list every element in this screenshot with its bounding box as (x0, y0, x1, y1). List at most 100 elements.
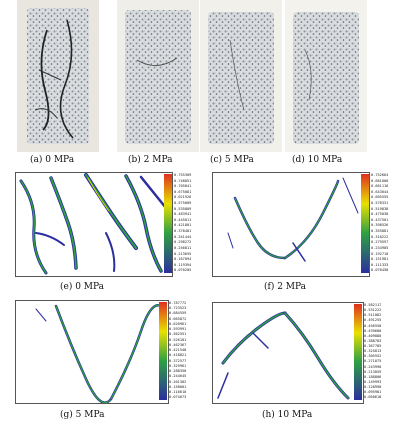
crack-map-e (19, 173, 168, 275)
colorbar-tick-label: 0.439680 (364, 328, 382, 333)
crack-map-panel-h (212, 302, 364, 404)
colorbar-tick-label: 0.531222 (364, 308, 382, 313)
colorbar-tick-label: 0.575009 (174, 201, 192, 206)
colorbar-tick-label: 0.188806 (364, 374, 382, 379)
panel-caption-h: (h) 10 MPa (262, 410, 313, 420)
colorbar-ticks-f: 0.752664 0.681000 0.661116 0.643044 0.605555… (371, 173, 389, 273)
colorbar-tick-label: 0.298272 (174, 240, 192, 245)
colorbar-tick-label: 0.491255 (364, 318, 382, 323)
colorbar-tick-label: 0.475038 (371, 212, 389, 217)
panel-caption-f: (f) 2 MPa (264, 282, 307, 292)
colorbar-tick-label: 0.256811 (174, 245, 192, 250)
colorbar-tick-label: 0.271075 (364, 359, 382, 364)
crack-map-g (35, 304, 163, 403)
colorbar-tick-label: 0.421548 (169, 348, 187, 353)
colorbar-tick-label: 0.643044 (371, 189, 389, 194)
colorbar-tick-label: 0.119394 (174, 262, 192, 267)
colorbar-tick-label: 0.684559 (169, 311, 187, 316)
colorbar-tick-label: 0.462367 (169, 342, 187, 347)
colorbar-tick-label: 0.070458 (371, 268, 389, 273)
colorbar-tick-label: 0.562551 (169, 332, 187, 337)
colorbar-tick-label: 0.526181 (169, 337, 187, 342)
colorbar-tick-label: 0.243990 (364, 364, 382, 369)
colorbar-tick-label: 0.279597 (371, 240, 389, 245)
colorbar-tick-label: 0.578331 (371, 201, 389, 206)
colorbar-tick-label: 0.755309 (174, 173, 192, 177)
colorbar-tick-label: 0.535809 (174, 206, 192, 211)
colorbar-tick-label: 0.070205 (174, 268, 192, 273)
colorbar-tick-label: 0.074073 (169, 395, 187, 400)
colorbar-tick-label: 0.128998 (364, 385, 382, 389)
photo-caption-d: (d) 10 MPa (292, 155, 343, 165)
colorbar-tick-label: 0.752664 (371, 173, 389, 177)
colorbar-tick-label: 0.748051 (174, 178, 192, 183)
crack-map-f (227, 177, 359, 262)
colorbar-h (354, 304, 362, 400)
colorbar-tick-label: 0.605555 (371, 195, 389, 200)
colorbar-tick-label: 0.409880 (364, 333, 382, 338)
colorbar-tick-label: 0.111333 (371, 262, 389, 267)
colorbar-ticks-e: 0.755309 0.748051 0.705841 0.675081 0.621926… (174, 173, 192, 273)
specimen-photo-2mpa (117, 0, 199, 152)
colorbar-tick-label: 0.620961 (169, 321, 187, 326)
colorbar-e (164, 174, 172, 273)
colorbar-tick-label: 0.329961 (169, 363, 187, 368)
colorbar-tick-label: 0.398526 (371, 223, 389, 228)
colorbar-tick-label: 0.116610 (169, 389, 187, 394)
colorbar-tick-label: 0.213059 (364, 369, 382, 374)
colorbar-g (159, 302, 167, 400)
colorbar-tick-label: 0.705841 (174, 184, 192, 189)
colorbar-tick-label: 0.244645 (169, 374, 187, 379)
colorbar-tick-label: 0.050618 (364, 395, 382, 400)
colorbar-tick-label: 0.167094 (174, 257, 192, 262)
colorbar-tick-label: 0.621926 (174, 195, 192, 200)
colorbar-tick-label: 0.325813 (364, 349, 382, 354)
colorbar-tick-label: 0.418821 (169, 353, 187, 358)
colorbar-tick-label: 0.318222 (371, 234, 389, 239)
colorbar-tick-label: 0.519838 (371, 206, 389, 211)
photo-caption-a: (a) 0 MPa (30, 155, 75, 165)
colorbar-tick-label: 0.445011 (174, 217, 192, 222)
panel-caption-g: (g) 5 MPa (60, 410, 105, 420)
photo-caption-b: (b) 2 MPa (128, 155, 173, 165)
colorbar-tick-label: 0.234985 (371, 245, 389, 250)
crack-map-h (217, 311, 350, 400)
colorbar-tick-label: 0.367785 (364, 344, 382, 348)
colorbar-tick-label: 0.437501 (371, 217, 389, 222)
colorbar-tick-label: 0.388783 (364, 338, 382, 343)
colorbar-tick-label: 0.582117 (364, 303, 382, 307)
specimen-photo-5mpa (200, 0, 282, 152)
panel-caption-e: (e) 0 MPa (60, 282, 105, 292)
colorbar-tick-label: 0.421801 (174, 223, 192, 228)
colorbar-tick-label: 0.511082 (364, 313, 382, 318)
crack-map-panel-f (212, 172, 370, 277)
colorbar-tick-label: 0.288350 (169, 369, 187, 374)
colorbar-f (361, 174, 369, 273)
colorbar-tick-label: 0.192710 (371, 251, 389, 256)
colorbar-tick-label: 0.095981 (364, 390, 382, 395)
colorbar-tick-label: 0.305552 (364, 354, 382, 359)
colorbar-tick-label: 0.355881 (371, 229, 389, 234)
specimen-photo-0mpa (17, 0, 99, 152)
colorbar-tick-label: 0.483941 (174, 212, 192, 217)
specimen-photo-10mpa (285, 0, 367, 152)
colorbar-tick-label: 0.456558 (364, 323, 382, 328)
colorbar-tick-label: 0.675081 (174, 189, 192, 194)
colorbar-ticks-g: 0.787772 0.723523 0.684559 0.665872 0.620961… (169, 301, 187, 400)
photo-caption-c: (c) 5 MPa (210, 155, 254, 165)
colorbar-tick-label: 0.593991 (169, 327, 187, 332)
colorbar-tick-label: 0.149993 (364, 379, 382, 384)
colorbar-tick-label: 0.723523 (169, 306, 187, 311)
colorbar-tick-label: 0.378481 (174, 229, 192, 234)
colorbar-tick-label: 0.665872 (169, 316, 187, 321)
colorbar-tick-label: 0.787772 (169, 301, 187, 305)
colorbar-ticks-h: 0.582117 0.531222 0.511082 0.491255 0.456558… (364, 303, 382, 400)
crack-map-panel-g (15, 300, 169, 404)
colorbar-tick-label: 0.201302 (169, 379, 187, 384)
colorbar-tick-label: 0.213655 (174, 251, 192, 256)
colorbar-tick-label: 0.158001 (169, 384, 187, 389)
colorbar-tick-label: 0.151981 (371, 257, 389, 262)
colorbar-tick-label: 0.661116 (371, 184, 389, 189)
colorbar-tick-label: 0.372577 (169, 358, 187, 363)
crack-map-panel-e (15, 172, 173, 277)
